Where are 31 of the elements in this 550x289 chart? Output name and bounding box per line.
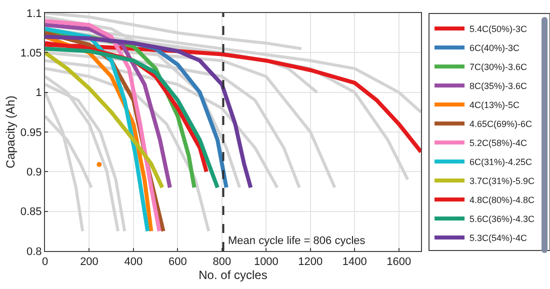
y-tick-label: 1 [36,87,42,100]
legend-label: 3.7C(31%)-5.9C [470,176,536,186]
legend-label: 4.8C(80%)-4.8C [470,195,536,206]
y-tick-label: 0.8 [26,246,42,258]
x-tick-label: 800 [212,256,232,268]
y-tick-label: 1.1 [26,8,42,20]
ref-line-label: Mean cycle life = 806 cycles [228,235,366,247]
legend-label: 5.4C(50%)-3C [470,24,528,34]
y-tick-label: 1.05 [20,48,42,60]
legend-label: 8C(35%)-3.6C [470,81,528,92]
x-axis-title: No. of cycles [198,268,268,282]
legend-label: 5.2C(58%)-4C [470,138,528,148]
x-tick-label: 400 [124,256,143,268]
y-tick-label: 0.95 [20,126,42,139]
y-axis-title: Capacity (Ah) [4,96,18,168]
x-tick-label: 200 [80,256,98,268]
x-tick-label: 1000 [254,256,278,268]
legend-label: 4C(13%)-5C [470,100,520,110]
y-tick-label: 0.9 [26,166,42,179]
legend-label: 6C(40%)-3C [470,43,520,54]
legend-label: 4.65C(69%)-6C [470,119,533,130]
x-tick-label: 1600 [386,256,412,268]
x-tick-label: 600 [168,256,187,268]
x-tick-label: 1400 [342,256,367,268]
legend-label: 7C(30%)-3.6C [470,62,528,72]
legend-label: 5.3C(54%)-4C [470,233,528,244]
x-tick-label: 1200 [298,256,323,268]
x-tick-label: 0 [42,256,48,268]
legend-label: 5.6C(36%)-4.3C [470,214,536,224]
y-tick-label: 0.85 [20,206,42,218]
legend-label: 6C(31%)-4.25C [470,157,533,168]
